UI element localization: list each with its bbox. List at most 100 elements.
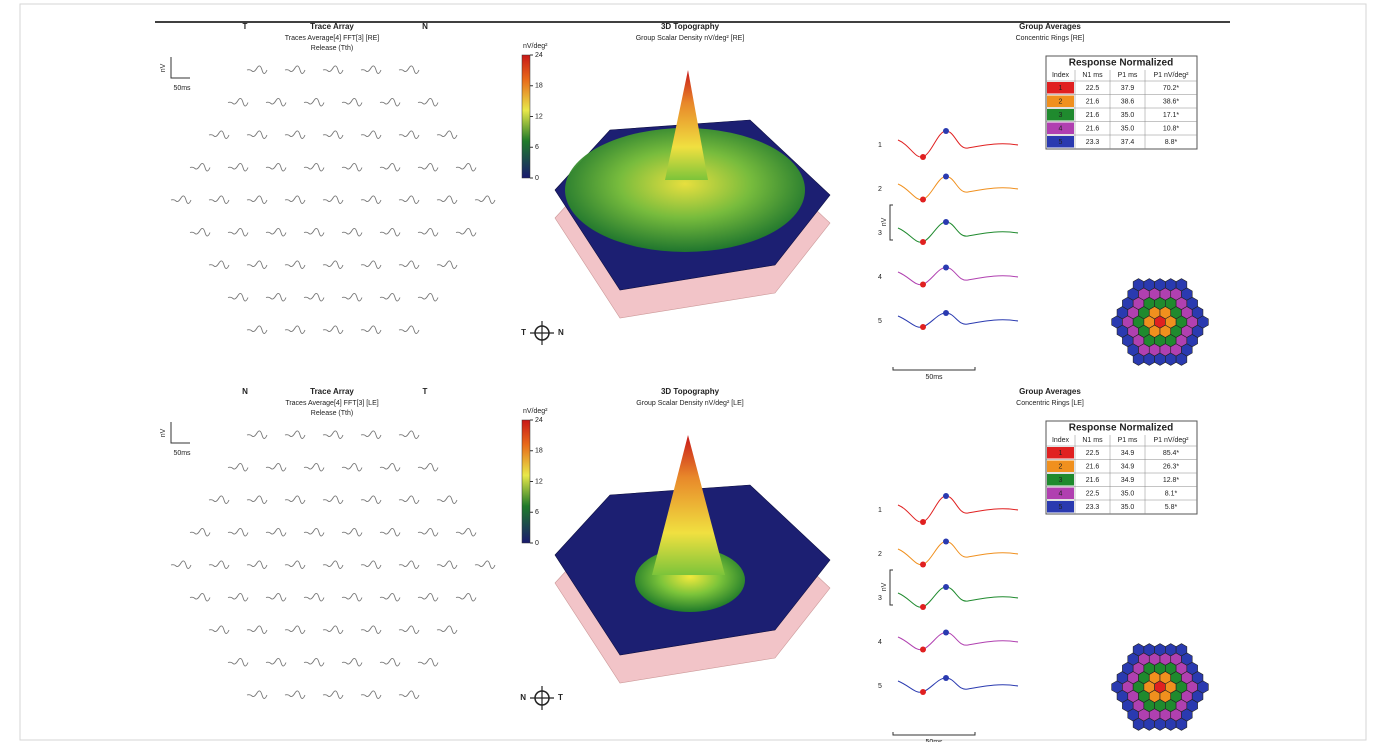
table-header: Index (1052, 437, 1070, 444)
trace (189, 527, 211, 537)
section-title: Trace Array (310, 22, 354, 31)
trace (322, 260, 344, 269)
table-cell: 3 (1059, 477, 1063, 484)
table-cell: 23.3 (1086, 504, 1100, 511)
amplitude-unit: nV (881, 217, 888, 226)
panel: T Trace Array N Traces Average[4] FFT[3] [R… (160, 22, 1209, 381)
p1-marker (943, 264, 949, 271)
trace (208, 625, 230, 634)
p1-marker (943, 538, 949, 545)
index-swatch (1047, 460, 1074, 472)
ring-trace (897, 495, 1019, 523)
subtitle: Traces Average[4] FFT[3] [RE] (285, 35, 380, 42)
trace (360, 130, 382, 139)
colorbar-tick-label: 12 (535, 478, 543, 485)
trace (379, 657, 401, 667)
trace (436, 130, 458, 139)
trace (379, 292, 401, 302)
trace (189, 592, 211, 602)
trace (265, 527, 287, 537)
amplitude-unit: nV (160, 428, 167, 437)
n1-marker (920, 646, 926, 653)
trace (208, 130, 230, 139)
trace (341, 592, 363, 602)
table-cell: 26.3* (1163, 463, 1180, 470)
hex-cell (1197, 315, 1209, 329)
subtitle: Release (Tth) (311, 45, 353, 52)
side-label: T (243, 22, 248, 31)
ring-label: 2 (878, 186, 882, 193)
colorbar-tick-label: 18 (535, 83, 543, 90)
trace (265, 592, 287, 602)
trace (398, 325, 420, 334)
hex-cell (1197, 680, 1209, 694)
table-cell: 35.0 (1121, 504, 1135, 511)
colorbar-tick-label: 24 (535, 417, 543, 424)
table-cell: 17.1* (1163, 112, 1180, 119)
trace (170, 560, 192, 569)
trace (208, 260, 230, 269)
colorbar-tick-label: 24 (535, 52, 543, 59)
orientation-label: N (520, 693, 526, 702)
table-cell: 8.1* (1165, 490, 1178, 497)
table-cell: 35.0 (1121, 125, 1135, 132)
trace (322, 325, 344, 334)
table-cell: 22.5 (1086, 490, 1100, 497)
trace (208, 195, 230, 204)
trace (436, 495, 458, 504)
table-cell: 21.6 (1086, 98, 1100, 105)
n1-marker (920, 604, 926, 610)
amp-bracket (889, 204, 893, 241)
index-swatch (1047, 474, 1074, 486)
trace (322, 430, 344, 439)
trace (322, 495, 344, 504)
trace (455, 162, 477, 172)
orientation-cross (530, 321, 554, 345)
trace (474, 560, 496, 569)
p1-marker (943, 675, 949, 681)
ring-label: 1 (878, 142, 882, 149)
side-label: T (423, 387, 428, 396)
ring-label: 5 (878, 683, 882, 690)
trace (436, 260, 458, 269)
trace (360, 495, 382, 504)
table-cell: 37.9 (1121, 85, 1135, 92)
trace (208, 560, 230, 569)
trace (208, 495, 230, 504)
table-cell: 5 (1059, 139, 1063, 146)
n1-marker (920, 519, 926, 525)
trace (265, 657, 287, 667)
trace (436, 195, 458, 204)
subtitle: Group Scalar Density nV/deg² [LE] (636, 400, 743, 407)
ring-trace (897, 130, 1019, 158)
table-cell: 37.4 (1121, 139, 1135, 146)
topo-peak (652, 435, 725, 575)
table-cell: 21.6 (1086, 112, 1100, 119)
trace (246, 625, 268, 634)
trace (379, 97, 401, 107)
p1-marker (943, 629, 949, 636)
trace (379, 162, 401, 172)
table-title: Response Normalized (1069, 58, 1173, 69)
trace (284, 560, 306, 569)
time-bar (892, 732, 976, 736)
trace (303, 162, 325, 172)
ring-label: 3 (878, 230, 882, 237)
section-title: 3D Topography (661, 22, 720, 31)
section-title: Group Averages (1019, 22, 1081, 31)
side-label: N (422, 22, 428, 31)
ring-trace (897, 677, 1019, 693)
trace (227, 162, 249, 172)
trace (417, 292, 439, 302)
trace (360, 325, 382, 334)
trace (284, 130, 306, 139)
table-cell: 4 (1059, 490, 1063, 497)
table-cell: 2 (1059, 98, 1063, 105)
trace (246, 690, 268, 699)
trace (322, 690, 344, 699)
table-cell: 35.0 (1121, 490, 1135, 497)
index-swatch (1047, 109, 1074, 121)
trace (303, 592, 325, 602)
scale-bar (170, 422, 190, 444)
p1-marker (943, 310, 949, 316)
